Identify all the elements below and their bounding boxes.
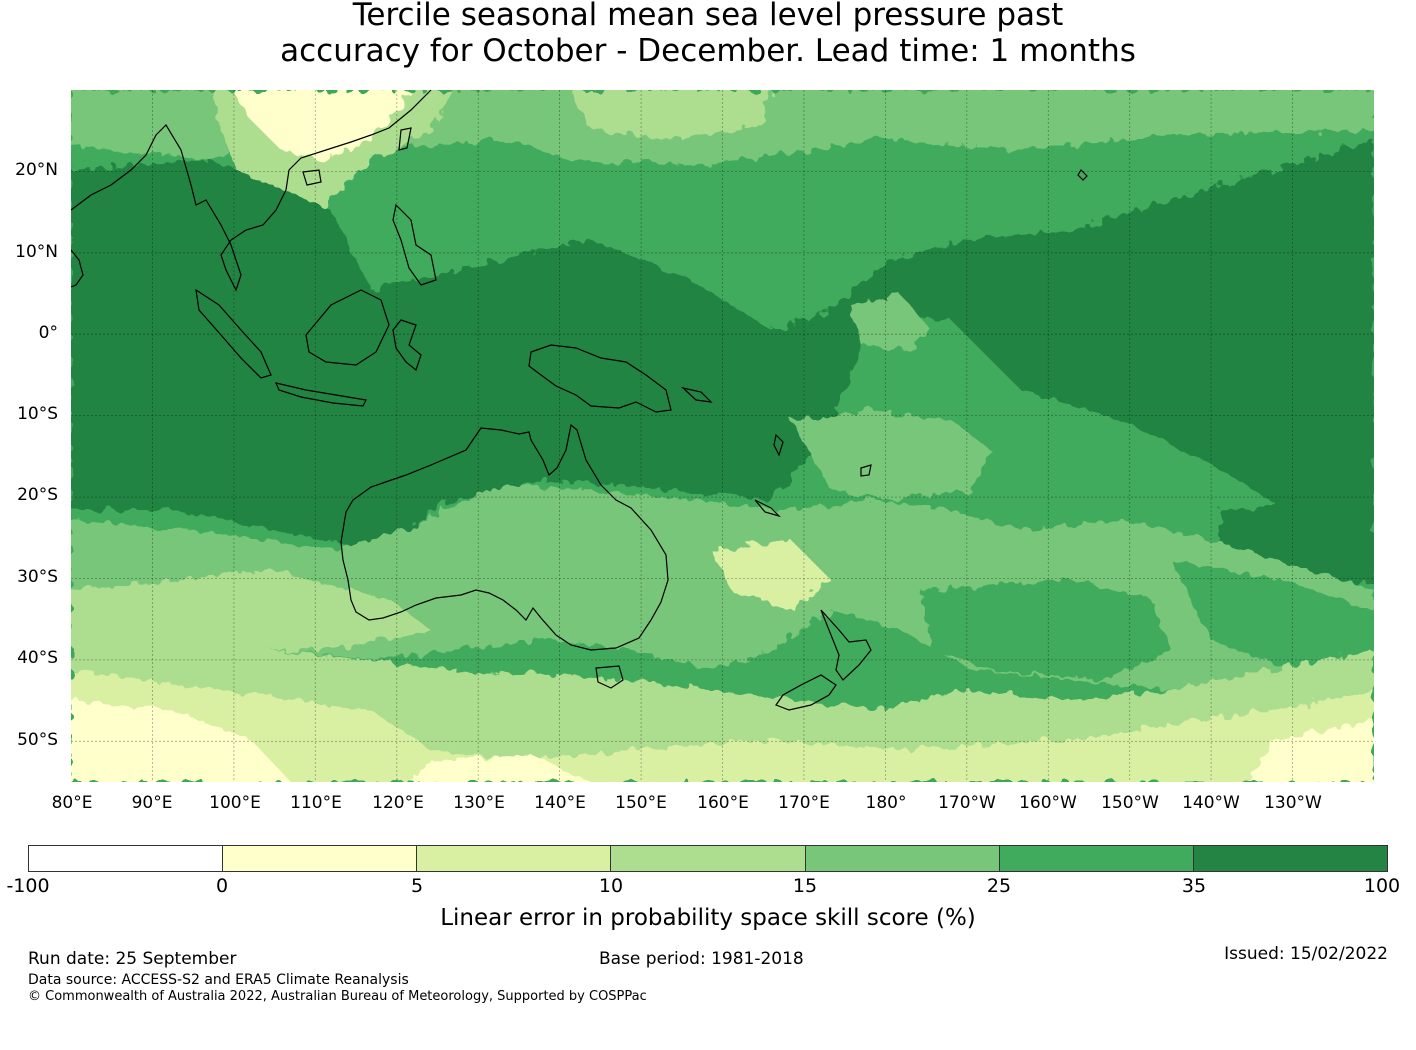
- colorbar-segment-3: [417, 846, 612, 871]
- coast-new-zealand-north: [820, 609, 872, 681]
- coast-sumatra: [195, 288, 272, 379]
- zone-tasman-east-green: [921, 580, 1171, 680]
- coast-new-caledonia: [754, 499, 782, 518]
- colorbar-segment-2: [223, 846, 418, 871]
- base-period: Base period: 1981-2018: [599, 949, 804, 969]
- colorbar-segment-7: [1193, 846, 1387, 871]
- chart-title-line-1: Tercile seasonal mean sea level pressure…: [352, 0, 1064, 33]
- copyright: © Commonwealth of Australia 2022, Austra…: [28, 989, 647, 1004]
- colorbar-segment-6: [999, 846, 1194, 871]
- zone-southeast-green: [1171, 560, 1374, 670]
- lat-label-50s: 50°S: [17, 730, 58, 750]
- zone-south-indian-light: [71, 570, 431, 660]
- coast-tasmania: [595, 665, 624, 689]
- coast-india-east: [71, 249, 84, 288]
- coast-australia: [340, 423, 669, 651]
- issued-date: Issued: 15/02/2022: [1224, 944, 1388, 964]
- lon-label-130e: 130°E: [453, 793, 505, 813]
- coast-taiwan: [398, 127, 412, 151]
- colorbar-tick-35: 35: [1181, 875, 1207, 897]
- zone-southeast-yellow: [1251, 720, 1374, 782]
- colorbar-segment-5: [805, 846, 1000, 871]
- coastlines: [71, 90, 1088, 711]
- lat-label-40s: 40°S: [17, 648, 58, 668]
- zone-north-pacific-light: [571, 90, 771, 140]
- colorbar-tick-5: 5: [410, 875, 424, 897]
- colorbar-segment-1: [29, 846, 224, 871]
- lat-label-30s: 30°S: [17, 567, 58, 587]
- lon-label-100e: 100°E: [209, 793, 261, 813]
- lon-label-90e: 90°E: [131, 793, 173, 813]
- coast-fiji: [860, 464, 872, 477]
- coast-borneo: [305, 289, 390, 366]
- lon-label-160e: 160°E: [697, 793, 749, 813]
- zone-china-yellow: [231, 90, 411, 160]
- run-date: Run date: 25 September: [28, 949, 237, 969]
- lon-label-140w: 140°W: [1182, 793, 1240, 813]
- lon-label-140e: 140°E: [534, 793, 586, 813]
- lat-label-10n: 10°N: [15, 242, 58, 262]
- lon-label-150e: 150°E: [615, 793, 667, 813]
- zone-central-pacific-moderate: [851, 295, 931, 350]
- colorbar-label: Linear error in probability space skill …: [440, 905, 976, 931]
- colorbar: [28, 845, 1388, 872]
- skill-score-zones: [71, 90, 1374, 782]
- coast-java: [274, 382, 367, 407]
- colorbar-tick-0: 0: [215, 875, 229, 897]
- colorbar-tick-10: 10: [598, 875, 624, 897]
- coast-new-zealand-south: [775, 674, 837, 711]
- colorbar-tick-15: 15: [792, 875, 818, 897]
- colorbar-tick-25: 25: [986, 875, 1012, 897]
- colorbar-tick-minus100: -100: [6, 875, 50, 897]
- coast-hawaii: [1077, 169, 1088, 181]
- coast-solomons: [680, 386, 713, 403]
- zone-sw-pacific-moderate: [791, 410, 991, 500]
- coast-hainan: [302, 169, 322, 186]
- coast-new-guinea: [528, 344, 672, 413]
- lon-label-170e: 170°E: [778, 793, 830, 813]
- coast-philippines: [392, 203, 437, 286]
- coast-vanuatu: [773, 433, 784, 457]
- chart-title-line-2: accuracy for October - December. Lead ti…: [280, 33, 1136, 69]
- coast-asia-mainland: [71, 90, 432, 292]
- lat-label-20n: 20°N: [15, 160, 58, 180]
- colorbar-segment-4: [611, 846, 806, 871]
- lon-label-130w: 130°W: [1264, 793, 1322, 813]
- lon-label-180: 180°: [865, 793, 907, 813]
- skill-score-map: [71, 90, 1374, 782]
- map-canvas: [71, 90, 1374, 782]
- coast-sulawesi: [392, 319, 422, 372]
- lon-label-160w: 160°W: [1019, 793, 1077, 813]
- zone-south-central-yellow: [411, 755, 591, 782]
- lat-label-10s: 10°S: [17, 404, 58, 424]
- lon-label-110e: 110°E: [290, 793, 342, 813]
- graticule: [71, 90, 1374, 782]
- zone-far-south-yellowgreen: [71, 670, 1374, 782]
- lon-label-120e: 120°E: [372, 793, 424, 813]
- lon-label-80e: 80°E: [51, 793, 93, 813]
- zone-tropical-dark: [71, 140, 1374, 550]
- lon-label-150w: 150°W: [1101, 793, 1159, 813]
- zone-tasman-yellowgreen: [711, 540, 831, 610]
- zone-southwest-yellow: [71, 700, 291, 782]
- data-source: Data source: ACCESS-S2 and ERA5 Climate …: [28, 972, 409, 988]
- lat-label-0: 0°: [38, 323, 58, 343]
- colorbar-tick-100: 100: [1363, 875, 1401, 897]
- lat-label-20s: 20°S: [17, 485, 58, 505]
- lon-label-170w: 170°W: [938, 793, 996, 813]
